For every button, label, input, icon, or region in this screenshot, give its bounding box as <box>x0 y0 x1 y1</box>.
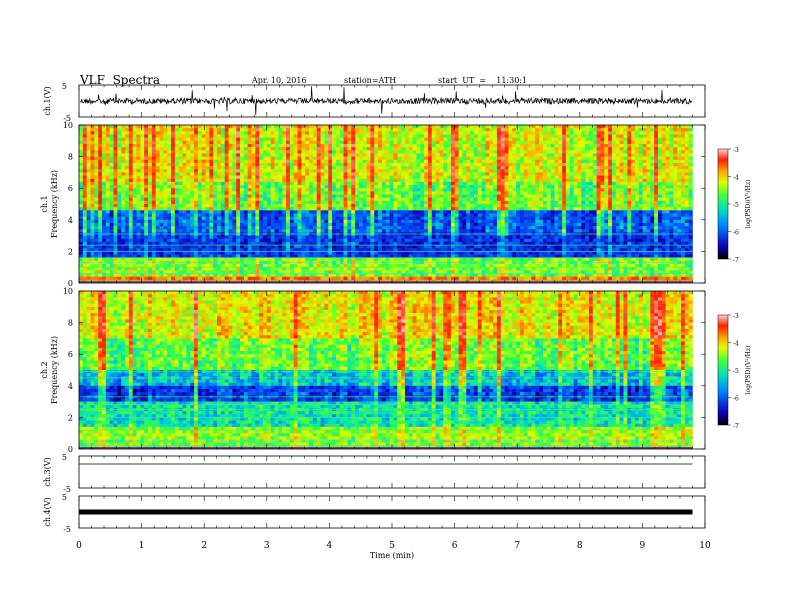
ch1-spec-ytick-4: 4 <box>68 216 73 225</box>
ch2-spec-ytick-2: 2 <box>68 413 73 422</box>
ch2-spec-ytick-8: 8 <box>68 319 73 328</box>
ch1-spec-cb-tick-0: -3 <box>733 147 739 154</box>
chart-title: VLF Spectra <box>80 73 161 87</box>
xtick-0: 0 <box>76 541 82 551</box>
ch1-spec-cb-tick-3: -6 <box>733 230 739 237</box>
xtick-6: 6 <box>452 541 458 551</box>
ch1-spec-heatmap <box>79 125 693 284</box>
ch2-spec-ytick-10: 10 <box>63 287 73 296</box>
ch2-spec-cb-tick-2: -5 <box>733 368 739 375</box>
ch2-spec-cb-tick-4: -7 <box>733 423 739 430</box>
ch3-ylabel: ch.3(V) <box>43 457 52 486</box>
ch2-spec-cb-tick-0: -3 <box>733 313 739 320</box>
ch1-ytick-top: 5 <box>62 82 67 91</box>
date-label: Apr. 10, 2016 <box>252 76 307 85</box>
ch2-spec-ytick-6: 6 <box>68 350 73 359</box>
ch3-ytick-bottom: -5 <box>63 485 71 494</box>
ch1-spec-ytick-0: 0 <box>68 279 73 288</box>
ch2-spec-cb-tick-1: -4 <box>733 341 739 348</box>
start-time-label: start UT = 11:30:1 <box>438 76 528 85</box>
ch1-spec-ytick-6: 6 <box>68 184 73 193</box>
ch1-ylabel: ch.1(V) <box>43 86 52 115</box>
ch4-ylabel: ch.4(V) <box>43 497 52 526</box>
ch1-spec-channel-label: ch.1 <box>40 195 49 212</box>
ch4-ytick-bottom: -5 <box>63 525 71 534</box>
xtick-4: 4 <box>327 541 333 551</box>
xtick-7: 7 <box>514 541 520 551</box>
xtick-3: 3 <box>264 541 270 551</box>
station-label: station=ATH <box>344 76 397 85</box>
ch1-spec-cb-tick-2: -5 <box>733 202 739 209</box>
ch1-spec-ytick-10: 10 <box>63 121 73 130</box>
ch1-spec-ytick-2: 2 <box>68 247 73 256</box>
xtick-9: 9 <box>640 541 646 551</box>
ch4-series-band <box>79 509 693 515</box>
xtick-8: 8 <box>577 541 583 551</box>
ch2-spec-heatmap <box>79 291 693 450</box>
ch1-spec-colorbar <box>717 148 729 260</box>
ch1-spec-cb-label: log(PSD)(V²/Hz) <box>745 180 752 229</box>
xtick-1: 1 <box>139 541 145 551</box>
xtick-5: 5 <box>389 541 395 551</box>
ch2-spec-channel-label: ch.2 <box>40 361 49 378</box>
ch2-spec-cb-tick-3: -6 <box>733 396 739 403</box>
ch1-spec-freq-label: Frequency (kHz) <box>50 170 59 238</box>
ch2-spec-colorbar <box>717 314 729 426</box>
ch2-spec-ytick-0: 0 <box>68 445 73 454</box>
ch4-ytick-top: 5 <box>62 493 67 502</box>
ch2-spec-ytick-4: 4 <box>68 382 73 391</box>
ch1-ytick-bottom: -5 <box>63 114 71 123</box>
ch1-spec-ytick-8: 8 <box>68 153 73 162</box>
ch1-spec-cb-tick-1: -4 <box>733 175 739 182</box>
xtick-10: 10 <box>699 541 711 551</box>
x-axis-label: Time (min) <box>370 551 414 560</box>
ch2-spec-cb-label: log(PSD)(V²/Hz) <box>745 346 752 395</box>
ch2-spec-freq-label: Frequency (kHz) <box>50 336 59 404</box>
ch1-spec-cb-tick-4: -7 <box>733 257 739 264</box>
ch1-series-line <box>79 86 693 115</box>
xtick-2: 2 <box>201 541 207 551</box>
ch3-ytick-top: 5 <box>62 453 67 462</box>
